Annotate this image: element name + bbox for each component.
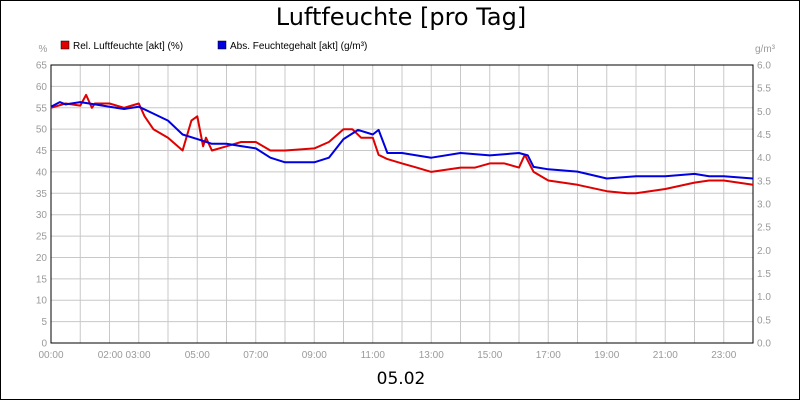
right-tick-label: 4.5 bbox=[757, 130, 771, 141]
date-label: 05.02 bbox=[376, 369, 426, 389]
x-tick-label: 17:00 bbox=[536, 350, 561, 361]
right-tick-label: 3.0 bbox=[757, 200, 771, 211]
left-tick-label: 25 bbox=[36, 232, 48, 243]
right-tick-label: 2.0 bbox=[757, 246, 771, 257]
right-tick-label: 0.0 bbox=[757, 339, 771, 350]
left-axis-unit: % bbox=[39, 44, 48, 55]
x-tick-label: 13:00 bbox=[419, 350, 444, 361]
legend: Rel. Luftfeuchte [akt] (%) Abs. Feuchtege… bbox=[60, 40, 367, 52]
left-tick-label: 35 bbox=[36, 189, 48, 200]
legend-label-1: Rel. Luftfeuchte [akt] (%) bbox=[73, 41, 183, 52]
right-tick-label: 1.0 bbox=[757, 292, 771, 303]
right-axis-unit: g/m³ bbox=[755, 44, 776, 55]
x-tick-label: 02:00 03:00 bbox=[98, 350, 151, 361]
x-tick-label: 19:00 bbox=[594, 350, 619, 361]
x-tick-label: 07:00 bbox=[243, 350, 268, 361]
left-tick-label: 10 bbox=[36, 296, 48, 307]
legend-swatch-1 bbox=[60, 40, 70, 50]
left-tick-label: 15 bbox=[36, 274, 48, 285]
left-tick-label: 45 bbox=[36, 146, 48, 157]
right-tick-label: 1.5 bbox=[757, 269, 771, 280]
left-tick-label: 30 bbox=[36, 210, 48, 221]
x-tick-label: 15:00 bbox=[477, 350, 502, 361]
left-tick-label: 65 bbox=[36, 61, 48, 72]
left-tick-label: 40 bbox=[36, 167, 48, 178]
left-tick-label: 5 bbox=[41, 317, 47, 328]
left-tick-label: 60 bbox=[36, 82, 48, 93]
x-tick-label: 05:00 bbox=[185, 350, 210, 361]
chart-title: Luftfeuchte [pro Tag] bbox=[275, 3, 527, 31]
left-tick-label: 50 bbox=[36, 125, 48, 136]
left-tick-label: 0 bbox=[41, 339, 47, 350]
series-line-2 bbox=[50, 101, 754, 180]
plot-border bbox=[50, 64, 754, 344]
right-tick-label: 4.0 bbox=[757, 153, 771, 164]
right-tick-label: 2.5 bbox=[757, 223, 771, 234]
right-tick-label: 5.5 bbox=[757, 84, 771, 95]
right-tick-label: 0.5 bbox=[757, 315, 771, 326]
legend-swatch-2 bbox=[217, 40, 227, 50]
x-tick-label: 11:00 bbox=[361, 350, 386, 361]
axes: 0 5 10 15 20 25 30 35 40 45 50 55 60 65 0.0 0.5 1.0 1.5 2.… bbox=[36, 44, 776, 361]
legend-label-2: Abs. Feuchtegehalt [akt] (g/m³) bbox=[230, 41, 367, 52]
x-tick-label: 09:00 bbox=[302, 350, 327, 361]
left-tick-label: 20 bbox=[36, 253, 48, 264]
x-tick-label: 21:00 bbox=[653, 350, 678, 361]
grid-lines bbox=[50, 64, 754, 344]
right-tick-label: 3.5 bbox=[757, 176, 771, 187]
x-tick-label: 00:00 bbox=[38, 350, 63, 361]
series-line-1 bbox=[50, 93, 754, 195]
x-tick-label: 23:00 bbox=[711, 350, 736, 361]
series-lines bbox=[50, 93, 754, 195]
right-tick-label: 5.0 bbox=[757, 107, 771, 118]
right-tick-label: 6.0 bbox=[757, 61, 771, 72]
left-tick-label: 55 bbox=[36, 103, 48, 114]
